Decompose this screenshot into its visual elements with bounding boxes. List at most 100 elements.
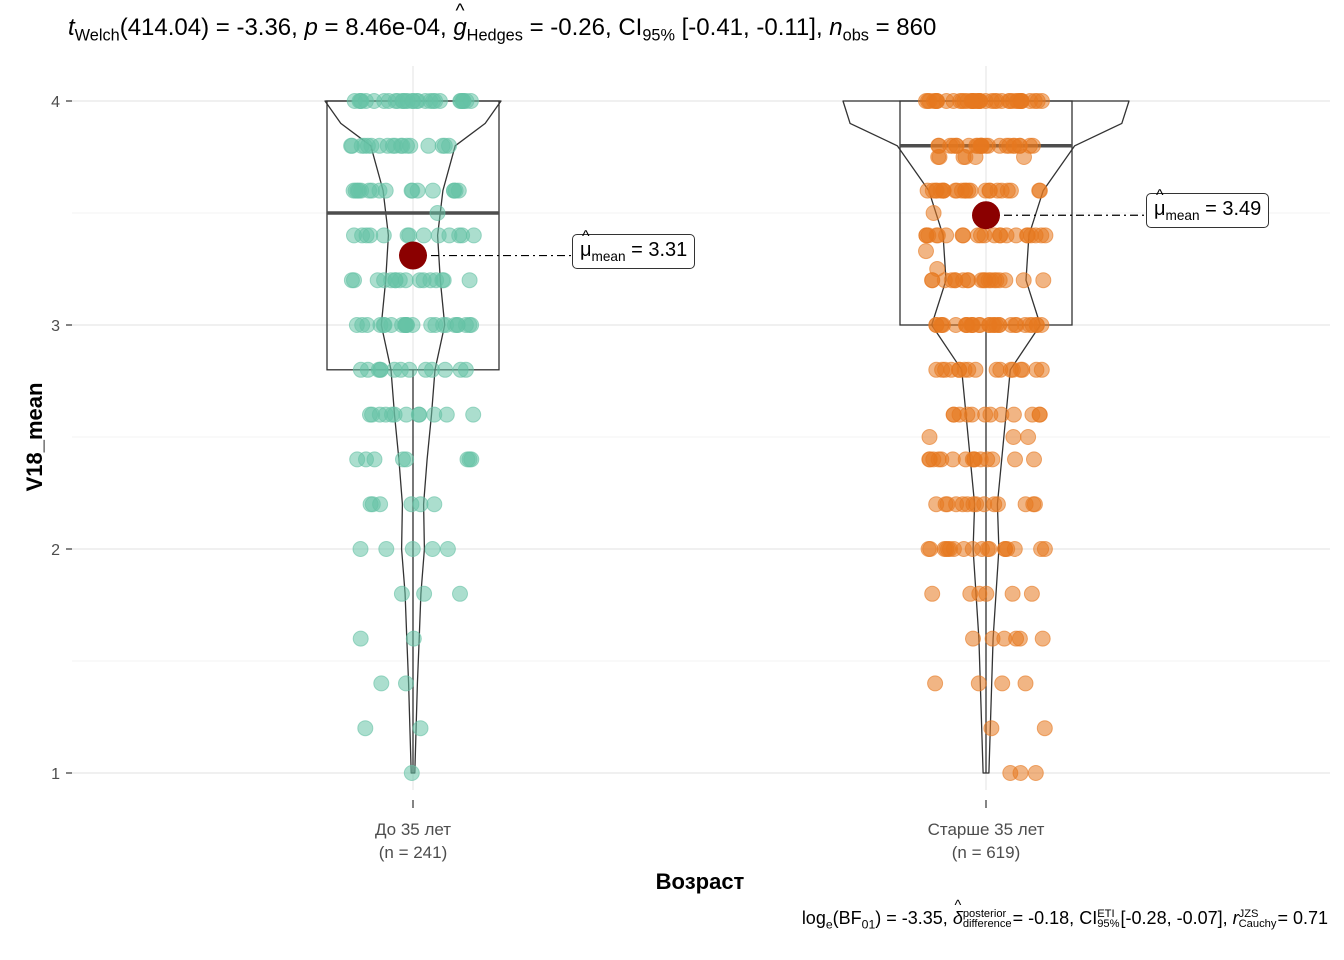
bf-subscript: 01 [861, 917, 876, 932]
data-point [963, 93, 980, 109]
p-value: = 8.46e-04, [324, 14, 447, 41]
data-point [362, 406, 378, 423]
data-point [927, 675, 944, 692]
data-point [957, 182, 974, 199]
data-point [924, 585, 941, 602]
data-point [921, 429, 938, 445]
data-point [461, 451, 478, 468]
t-df: (414.04) [119, 14, 210, 41]
data-point [398, 675, 414, 692]
data-point [401, 227, 418, 244]
bf-text: (BF [832, 908, 862, 928]
data-point [397, 317, 414, 333]
data-point [416, 585, 433, 602]
mean-point [972, 201, 1000, 230]
data-point [352, 630, 369, 647]
data-point [434, 272, 451, 289]
delta-value: = -0.18, [1012, 908, 1075, 928]
data-point [412, 720, 429, 737]
data-point [930, 137, 947, 154]
data-point [963, 406, 980, 423]
data-point [1011, 630, 1028, 647]
data-point [393, 585, 410, 602]
data-point [439, 541, 456, 557]
data-point [972, 137, 989, 154]
data-point [1027, 765, 1044, 781]
data-point [430, 227, 447, 244]
data-point [1023, 585, 1040, 602]
data-point [410, 406, 427, 423]
axes: 1 2 3 4 До 35 лет (n = 241) Старше 35 лет (n = … [51, 94, 1045, 862]
data-point [1017, 675, 1034, 692]
data-point [415, 227, 432, 244]
data-point [922, 541, 939, 557]
violins [324, 100, 1130, 774]
data-point [991, 317, 1008, 333]
data-point [925, 205, 942, 221]
data-points [343, 93, 1054, 781]
data-point [983, 720, 1000, 737]
mu-subscript: mean [591, 248, 626, 264]
data-point [984, 451, 1001, 468]
data-point [404, 93, 421, 109]
x-tick-count: (n = 241) [379, 843, 448, 862]
data-point [429, 205, 446, 221]
grid-lines [72, 66, 1330, 790]
t-subscript: Welch [74, 26, 120, 45]
mean-point [399, 241, 427, 270]
n-symbol: n [829, 14, 843, 41]
data-point [970, 675, 987, 692]
data-point [962, 585, 979, 602]
data-point [465, 406, 482, 423]
data-point [343, 272, 360, 289]
mean-value-2: = 3.49 [1205, 198, 1262, 220]
data-point [375, 227, 392, 244]
x-tick-count: (n = 619) [952, 843, 1021, 862]
data-point [945, 541, 962, 557]
data-point [405, 630, 422, 647]
mean-markers [399, 201, 1146, 270]
mean-value-1: = 3.31 [631, 239, 688, 261]
data-point [427, 93, 444, 109]
data-point [1034, 630, 1051, 647]
data-point [1005, 137, 1022, 154]
data-point [454, 227, 471, 244]
data-point [403, 182, 420, 199]
data-point [991, 227, 1008, 244]
data-point [1026, 451, 1042, 468]
n-value: = 860 [875, 14, 937, 41]
data-point [993, 406, 1010, 423]
log-subscript: e [825, 917, 833, 932]
data-point [461, 272, 478, 289]
data-point [928, 317, 945, 333]
data-point [424, 182, 441, 199]
y-axis-title: V18_mean [22, 383, 47, 492]
data-point [424, 361, 440, 378]
data-point [969, 227, 986, 244]
data-point [397, 272, 414, 289]
data-point [1031, 182, 1048, 199]
x-tick-label: Старше 35 лет [928, 820, 1045, 839]
data-point [438, 406, 455, 423]
r-subscript: Cauchy [1238, 918, 1277, 931]
data-point [384, 137, 401, 154]
data-point [350, 182, 367, 199]
data-point [929, 261, 946, 277]
data-point [424, 541, 441, 557]
data-point [951, 361, 968, 378]
data-point [370, 361, 387, 378]
data-point [993, 93, 1010, 109]
data-point [964, 451, 981, 468]
mean-label-1: ^ μmean = 3.31 [572, 229, 696, 269]
data-point [947, 317, 964, 333]
log-text: log [801, 908, 826, 928]
ci-eti-subscript: 95% [1097, 918, 1120, 931]
data-point [938, 227, 955, 244]
data-point [452, 361, 469, 378]
mean-label-2: ^ μmean = 3.49 [1146, 188, 1270, 228]
violin-outline [842, 100, 1130, 774]
violin-outline [324, 100, 502, 774]
data-point [981, 182, 998, 199]
data-point [1002, 361, 1019, 378]
